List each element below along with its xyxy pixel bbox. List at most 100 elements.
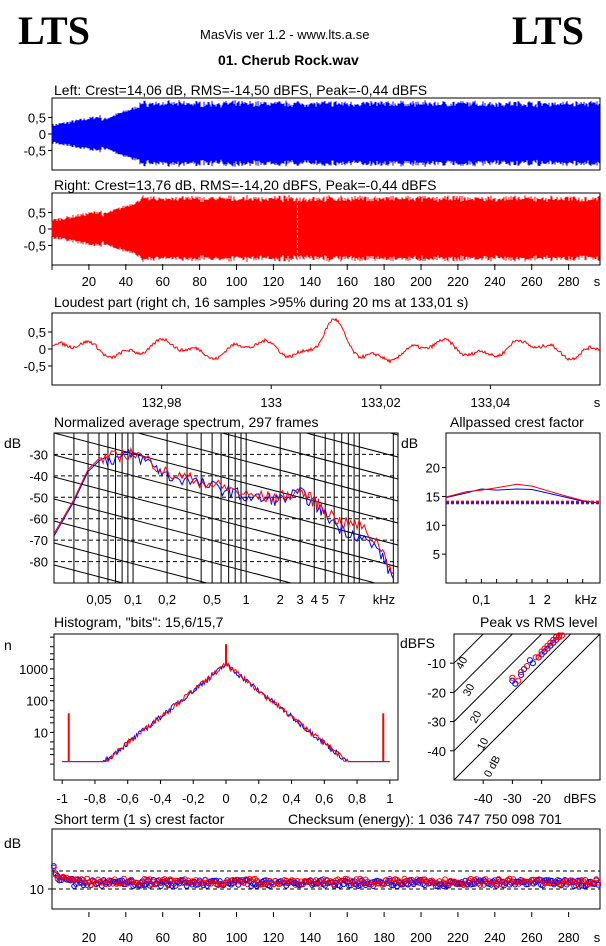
x-tick-label: -1	[56, 791, 68, 806]
x-tick-label: 0,05	[86, 592, 111, 607]
x-tick-label: 40	[119, 274, 133, 289]
spectrum-title: Normalized average spectrum, 297 frames	[54, 414, 319, 430]
y-unit-label: dB	[4, 835, 21, 851]
y-tick-label: -0,5	[24, 238, 46, 253]
y-tick-label: -70	[29, 533, 48, 548]
app-version: MasVis ver 1.2 - www.lts.a.se	[200, 27, 370, 42]
x-unit-label: s	[594, 274, 601, 289]
spectrum-slope-line	[54, 433, 398, 524]
spectrum-slope-line	[54, 257, 398, 347]
short-term-point-right	[121, 875, 127, 882]
x-tick-label: 240	[484, 930, 506, 945]
short-term-point-left	[336, 882, 343, 889]
crest-diagonal-line	[454, 634, 543, 722]
right-waveform-title: Right: Crest=13,76 dB, RMS=-14,20 dBFS, …	[54, 177, 437, 193]
crest-diagonal-line	[454, 634, 514, 693]
peak-rms-point-right	[523, 663, 531, 670]
y-tick-label: -30	[29, 447, 48, 462]
x-tick-label: 0,5	[203, 592, 221, 607]
left-waveform-title: Left: Crest=14,06 dB, RMS=-14,50 dBFS, P…	[54, 82, 428, 98]
diagonal-label: 10	[475, 736, 491, 752]
spectrum-slope-line	[304, 433, 398, 458]
spectrum-right-line	[53, 446, 394, 575]
y-tick-label: -10	[427, 656, 446, 671]
x-tick-label: -0,2	[182, 791, 204, 806]
x-tick-label: 60	[155, 930, 169, 945]
crest-diagonal-line	[454, 634, 484, 664]
peak-vs-rms-frame	[453, 633, 601, 781]
peak-rms-point-right	[556, 632, 563, 639]
x-tick-label: 1	[528, 592, 535, 607]
y-tick-label: 0,5	[28, 111, 46, 126]
x-tick-label: 140	[299, 930, 321, 945]
x-tick-label: 180	[373, 274, 395, 289]
x-tick-label: 133,02	[361, 395, 401, 410]
spectrum-slope-line	[54, 323, 398, 413]
x-tick-label: 0,2	[158, 592, 176, 607]
short-term-frame	[51, 828, 601, 910]
x-tick-label: 2	[544, 592, 551, 607]
short-term-point-left	[200, 882, 207, 889]
x-tick-label: 200	[410, 274, 432, 289]
x-tick-label: 40	[119, 930, 133, 945]
x-tick-label: 80	[192, 274, 206, 289]
x-tick-label: 160	[336, 274, 358, 289]
x-tick-label: 280	[558, 930, 580, 945]
x-tick-label: 260	[521, 930, 543, 945]
y-tick-label: -0,5	[24, 143, 46, 158]
x-unit-label: kHz	[373, 592, 395, 607]
diagonal-label: 0 dB	[482, 754, 503, 780]
x-unit-label: s	[594, 395, 601, 410]
y-tick-label: 0,5	[28, 325, 46, 340]
peak-vs-rms-title: Peak vs RMS level	[480, 614, 598, 630]
spectrum-slope-line	[54, 564, 125, 583]
x-tick-label: 240	[484, 274, 506, 289]
x-tick-label: -40	[474, 791, 493, 806]
y-tick-label: 10	[34, 725, 48, 740]
y-tick-label: -50	[29, 490, 48, 505]
histogram-title: Histogram, "bits": 15,6/15,7	[54, 614, 224, 630]
x-unit-label: dBFS	[564, 791, 597, 806]
loudest-part-line	[51, 317, 601, 365]
y-tick-label: -40	[29, 469, 48, 484]
y-tick-label: -60	[29, 512, 48, 527]
x-tick-label: 2	[277, 592, 284, 607]
short-term-point-left	[543, 877, 550, 883]
x-tick-label: 7	[338, 592, 345, 607]
checksum-text: Checksum (energy): 1 036 747 750 098 701	[288, 811, 562, 827]
y-tick-label: -0,5	[24, 359, 46, 374]
y-unit-label: dBFS	[400, 635, 435, 651]
x-tick-label: 280	[558, 274, 580, 289]
y-tick-label: 0	[39, 222, 46, 237]
x-tick-label: 160	[336, 930, 358, 945]
short-term-point-right	[360, 879, 367, 886]
peak-rms-point-right	[509, 674, 516, 681]
peak-rms-point-left	[512, 680, 519, 687]
y-tick-label: 0	[39, 342, 46, 357]
spectrum-slope-line	[54, 542, 209, 583]
x-tick-label: 0,2	[250, 791, 268, 806]
peak-rms-point-right	[518, 668, 525, 676]
y-tick-label: 10	[426, 518, 440, 533]
short-term-point-right	[257, 881, 264, 888]
y-tick-label: 0,5	[28, 206, 46, 221]
diagonal-label: 30	[461, 682, 477, 698]
x-tick-label: -20	[532, 791, 551, 806]
x-tick-label: 0,8	[348, 791, 366, 806]
peak-rms-point-left	[526, 657, 534, 664]
x-tick-label: 100	[226, 930, 248, 945]
spectrum-slope-line	[54, 476, 398, 568]
y-tick-label: 100	[26, 694, 48, 709]
crest-diagonal-line	[454, 634, 572, 752]
short-term-point-right	[442, 876, 448, 883]
y-tick-label: -20	[427, 685, 446, 700]
left-waveform	[51, 100, 600, 167]
y-tick-label: 1000	[19, 662, 48, 677]
peak-rms-point-right	[553, 633, 560, 641]
loudest-part-frame	[51, 312, 601, 386]
x-tick-label: 0,1	[472, 592, 490, 607]
y-unit-label: n	[4, 637, 12, 653]
crest-factor-title: Allpassed crest factor	[450, 414, 584, 430]
x-unit-label: kHz	[575, 592, 597, 607]
short-term-point-left	[595, 881, 602, 888]
